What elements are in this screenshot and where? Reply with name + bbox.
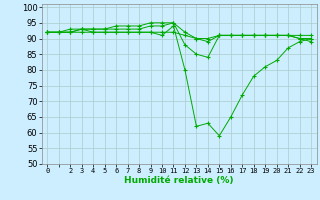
X-axis label: Humidité relative (%): Humidité relative (%) <box>124 176 234 185</box>
